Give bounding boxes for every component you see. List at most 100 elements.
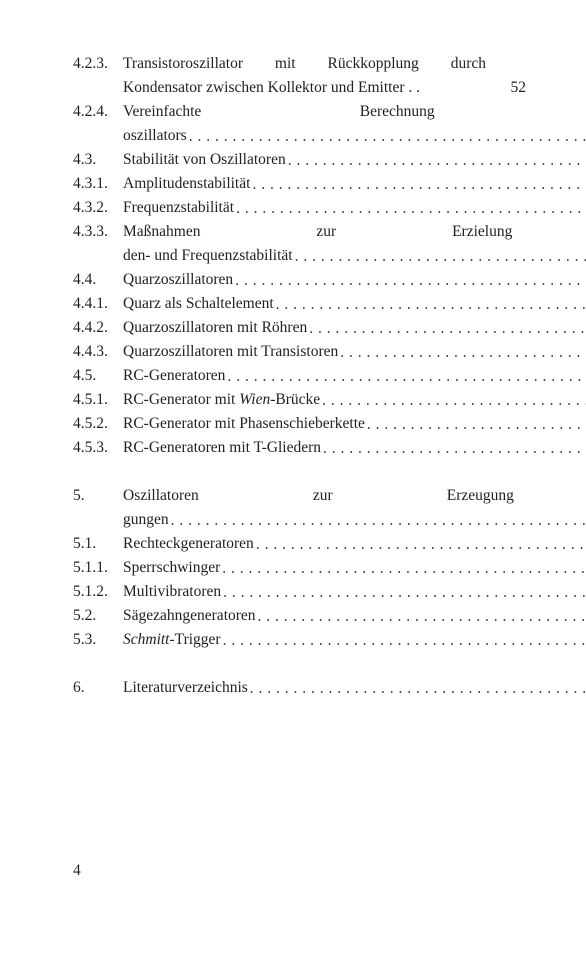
toc-entry-title: Quarzoszillatoren bbox=[123, 268, 233, 292]
toc-entry-title: Literaturverzeichnis bbox=[123, 676, 248, 700]
toc-leader-dots bbox=[288, 149, 586, 173]
toc-entry: 4.3.3.Maßnahmen zur Erzielung einer gute… bbox=[73, 220, 526, 268]
toc-line: Transistoroszillator mit Rückkopplung du… bbox=[123, 52, 526, 76]
toc-entry-body: Schmitt-Trigger97 bbox=[123, 628, 586, 652]
toc-entry-title: Sperrschwinger bbox=[123, 556, 220, 580]
toc-line: Schmitt-Trigger97 bbox=[123, 628, 586, 652]
toc-entry: 4.4.2.Quarzoszillatoren mit Röhren64 bbox=[73, 316, 526, 340]
toc-entry-number: 4.4.3. bbox=[73, 340, 123, 364]
toc-line: Stabilität von Oszillatoren56 bbox=[123, 148, 586, 172]
toc-line: Multivibratoren80 bbox=[123, 580, 586, 604]
toc-entry-number: 5.2. bbox=[73, 604, 123, 628]
toc-entry-number: 4.4.2. bbox=[73, 316, 123, 340]
toc-entry-number: 5. bbox=[73, 484, 123, 508]
toc-line: Quarz als Schaltelement60 bbox=[123, 292, 586, 316]
toc-entry-body: Transistoroszillator mit Rückkopplung du… bbox=[123, 52, 526, 100]
toc-entry-number: 4.4. bbox=[73, 268, 123, 292]
toc-entry: 4.5.1.RC-Generator mit Wien-Brücke69 bbox=[73, 388, 526, 412]
toc-entry-title: Frequenzstabilität bbox=[123, 196, 234, 220]
toc-entry-title: Quarzoszillatoren mit Transistoren bbox=[123, 340, 338, 364]
toc-line: RC-Generator mit Phasenschieberkette71 bbox=[123, 412, 586, 436]
toc-entry-body: Oszillatoren zur Erzeugung von Impulssch… bbox=[123, 484, 586, 532]
toc-entry-title: Transistoroszillator mit Rückkopplung du… bbox=[123, 52, 488, 76]
toc-line: Literaturverzeichnis101 bbox=[123, 676, 586, 700]
toc-entry-body: Vereinfachte Berechnung eines HF-Transis… bbox=[123, 100, 586, 148]
page-content: 4.2.3.Transistoroszillator mit Rückkoppl… bbox=[0, 0, 586, 700]
toc-section: 4.2.3.Transistoroszillator mit Rückkoppl… bbox=[73, 52, 526, 460]
toc-leader-dots bbox=[256, 533, 586, 557]
toc-leader-dots bbox=[171, 509, 586, 533]
toc-entry: 5.2.Sägezahngeneratoren92 bbox=[73, 604, 526, 628]
toc-entry-number: 4.2.3. bbox=[73, 52, 123, 76]
toc-entry: 5.3.Schmitt-Trigger97 bbox=[73, 628, 526, 652]
toc-leader-dots bbox=[250, 677, 586, 701]
toc-entry-body: Quarzoszillatoren60 bbox=[123, 268, 586, 292]
toc-entry: 4.3.Stabilität von Oszillatoren56 bbox=[73, 148, 526, 172]
toc-entry-title: Sägezahngeneratoren bbox=[123, 604, 256, 628]
toc-line: RC-Generatoren mit T-Gliedern74 bbox=[123, 436, 586, 460]
toc-entry-title: Amplitudenstabilität bbox=[123, 172, 250, 196]
toc-leader-dots bbox=[323, 437, 586, 461]
toc-entry: 4.4.3.Quarzoszillatoren mit Transistoren… bbox=[73, 340, 526, 364]
toc-line: Rechteckgeneratoren77 bbox=[123, 532, 586, 556]
toc-entry-number: 4.5.2. bbox=[73, 412, 123, 436]
toc-entry-number: 4.3.3. bbox=[73, 220, 123, 244]
toc-leader-dots bbox=[223, 629, 586, 653]
toc-entry-body: Literaturverzeichnis101 bbox=[123, 676, 586, 700]
toc-entry-number: 5.3. bbox=[73, 628, 123, 652]
toc-section: 6.Literaturverzeichnis101 bbox=[73, 676, 526, 700]
toc-line: RC-Generator mit Wien-Brücke69 bbox=[123, 388, 586, 412]
toc-entry-number: 6. bbox=[73, 676, 123, 700]
toc-leader-dots bbox=[295, 245, 586, 269]
toc-entry-number: 4.5.3. bbox=[73, 436, 123, 460]
toc-entry-number: 4.2.4. bbox=[73, 100, 123, 124]
toc-entry: 4.5.2.RC-Generator mit Phasenschieberket… bbox=[73, 412, 526, 436]
toc-entry-title: RC-Generator mit Phasenschieberkette bbox=[123, 412, 365, 436]
toc-line: Sägezahngeneratoren92 bbox=[123, 604, 586, 628]
toc-line: Frequenzstabilität58 bbox=[123, 196, 586, 220]
toc-entry: 5.Oszillatoren zur Erzeugung von Impulss… bbox=[73, 484, 526, 532]
toc-entry-body: Quarzoszillatoren mit Transistoren65 bbox=[123, 340, 586, 364]
toc-line: Quarzoszillatoren60 bbox=[123, 268, 586, 292]
toc-line: RC-Generatoren68 bbox=[123, 364, 586, 388]
toc-entry-body: Sägezahngeneratoren92 bbox=[123, 604, 586, 628]
toc-entry-number: 5.1.2. bbox=[73, 580, 123, 604]
toc-entry-title: Maßnahmen zur Erzielung einer guten Ampl… bbox=[123, 220, 586, 244]
page-number: 4 bbox=[73, 862, 81, 880]
toc-leader-dots bbox=[258, 605, 586, 629]
toc-leader-dots bbox=[222, 557, 586, 581]
toc-line: den- und Frequenzstabilität59 bbox=[123, 244, 586, 268]
table-of-contents: 4.2.3.Transistoroszillator mit Rückkoppl… bbox=[73, 52, 526, 700]
toc-entry-title: Quarz als Schaltelement bbox=[123, 292, 274, 316]
toc-entry-title: Vereinfachte Berechnung eines HF-Transis… bbox=[123, 100, 586, 124]
toc-line: oszillators53 bbox=[123, 124, 586, 148]
toc-entry-number: 5.1. bbox=[73, 532, 123, 556]
toc-entry-body: Quarzoszillatoren mit Röhren64 bbox=[123, 316, 586, 340]
toc-entry-body: Multivibratoren80 bbox=[123, 580, 586, 604]
toc-line: Vereinfachte Berechnung eines HF-Transis… bbox=[123, 100, 586, 124]
toc-line: Sperrschwinger77 bbox=[123, 556, 586, 580]
toc-leader-dots bbox=[309, 317, 586, 341]
toc-entry-number: 4.5. bbox=[73, 364, 123, 388]
toc-entry-title: Oszillatoren zur Erzeugung von Impulssch… bbox=[123, 484, 586, 508]
toc-entry: 4.5.3.RC-Generatoren mit T-Gliedern74 bbox=[73, 436, 526, 460]
toc-leader-dots bbox=[189, 125, 586, 149]
toc-entry-title: RC-Generatoren bbox=[123, 364, 225, 388]
toc-entry-title: den- und Frequenzstabilität bbox=[123, 244, 293, 268]
toc-entry-number: 4.3.2. bbox=[73, 196, 123, 220]
toc-line: Maßnahmen zur Erzielung einer guten Ampl… bbox=[123, 220, 586, 244]
toc-entry-number: 5.1.1. bbox=[73, 556, 123, 580]
toc-entry: 5.1.1.Sperrschwinger77 bbox=[73, 556, 526, 580]
toc-entry: 4.3.2.Frequenzstabilität58 bbox=[73, 196, 526, 220]
toc-entry-title: Multivibratoren bbox=[123, 580, 221, 604]
toc-entry-title: RC-Generatoren mit T-Gliedern bbox=[123, 436, 321, 460]
toc-entry-title: Stabilität von Oszillatoren bbox=[123, 148, 286, 172]
toc-entry: 4.2.4.Vereinfachte Berechnung eines HF-T… bbox=[73, 100, 526, 148]
toc-entry-number: 4.4.1. bbox=[73, 292, 123, 316]
toc-entry-number: 4.3. bbox=[73, 148, 123, 172]
toc-entry-body: RC-Generator mit Phasenschieberkette71 bbox=[123, 412, 586, 436]
toc-entry: 4.3.1.Amplitudenstabilität56 bbox=[73, 172, 526, 196]
toc-entry: 5.1.Rechteckgeneratoren77 bbox=[73, 532, 526, 556]
toc-entry: 4.5.RC-Generatoren68 bbox=[73, 364, 526, 388]
toc-entry-title: Kondensator zwischen Kollektor und Emitt… bbox=[123, 76, 420, 100]
